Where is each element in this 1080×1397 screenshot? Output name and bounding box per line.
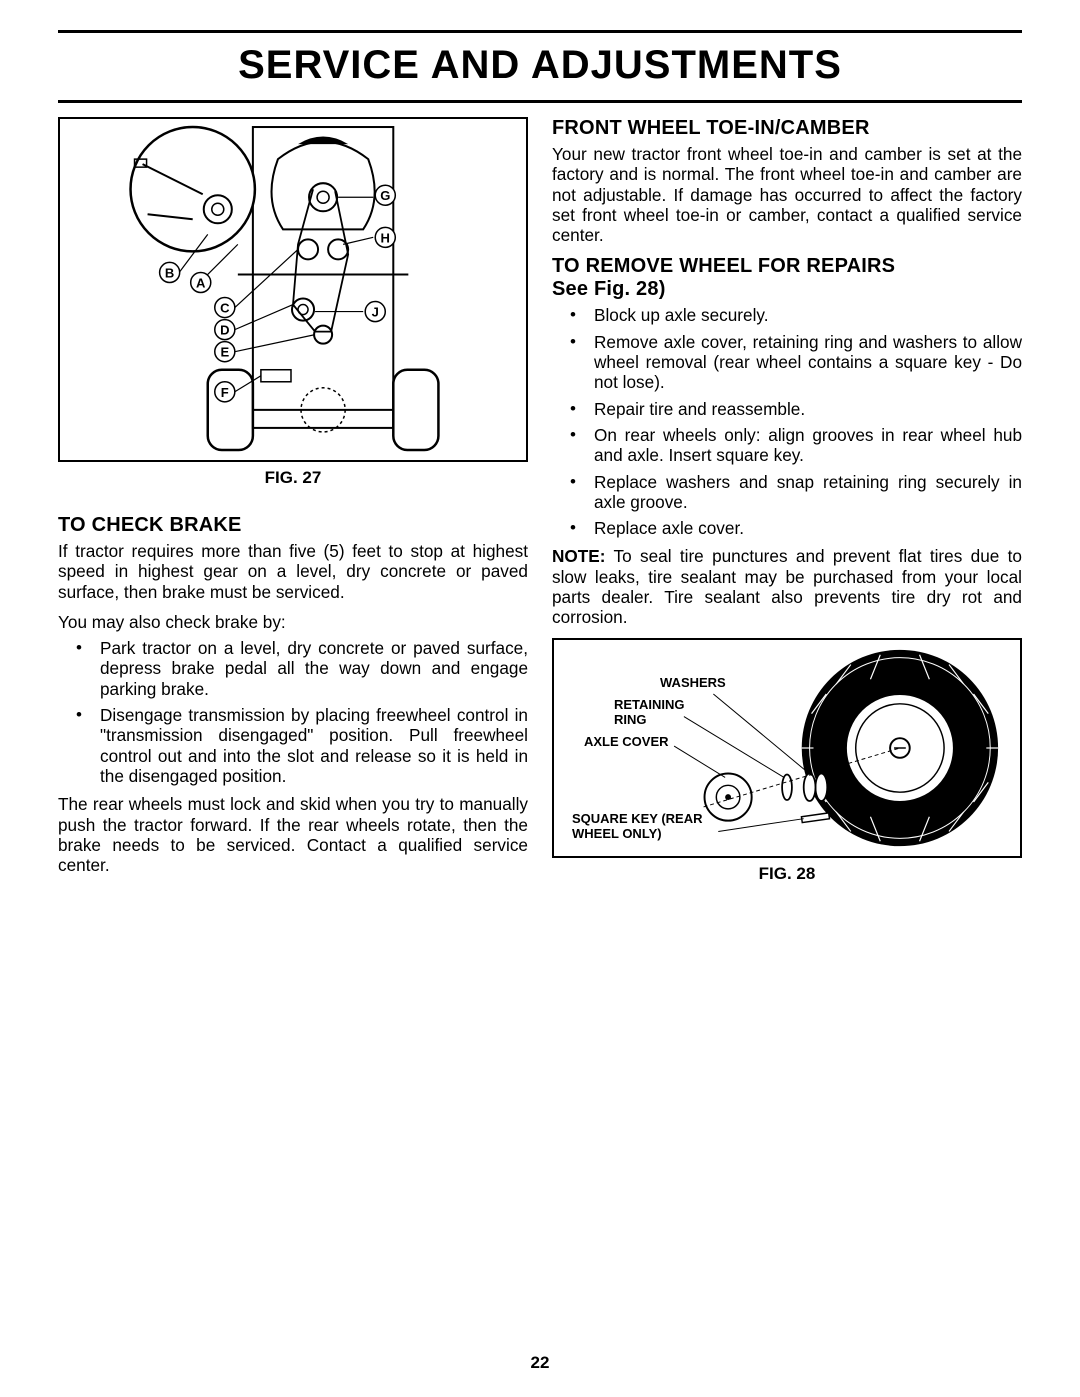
figure-27-box: G H J B A C D E F xyxy=(58,117,528,462)
figure-27-caption: FIG. 27 xyxy=(58,468,528,488)
svg-text:E: E xyxy=(220,345,229,360)
figure-28-caption: FIG. 28 xyxy=(552,864,1022,884)
list-item: Disengage transmission by placing freewh… xyxy=(58,705,528,786)
fig28-label-washers: WASHERS xyxy=(660,676,726,691)
toe-in-heading: FRONT WHEEL TOE-IN/CAMBER xyxy=(552,117,1022,140)
list-item: Replace axle cover. xyxy=(552,518,1022,538)
right-column: FRONT WHEEL TOE-IN/CAMBER Your new tract… xyxy=(552,117,1022,885)
svg-text:D: D xyxy=(220,323,229,338)
two-column-layout: G H J B A C D E F xyxy=(58,117,1022,885)
check-brake-p1: If tractor requires more than five (5) f… xyxy=(58,541,528,602)
title-rule xyxy=(58,100,1022,103)
fig28-label-square-key: SQUARE KEY (REAR xyxy=(572,812,703,827)
fig28-label-ring: RING xyxy=(614,713,647,728)
page-number: 22 xyxy=(0,1353,1080,1373)
fig28-label-axle-cover: AXLE COVER xyxy=(584,735,669,750)
toe-in-p1: Your new tractor front wheel toe-in and … xyxy=(552,144,1022,245)
note-paragraph: NOTE: To seal tire punctures and prevent… xyxy=(552,546,1022,627)
top-rule xyxy=(58,30,1022,33)
check-brake-p3: The rear wheels must lock and skid when … xyxy=(58,794,528,875)
svg-text:A: A xyxy=(196,275,206,290)
remove-wheel-heading-line1: TO REMOVE WHEEL FOR REPAIRS xyxy=(552,255,1022,278)
check-brake-heading: TO CHECK BRAKE xyxy=(58,514,528,537)
svg-text:H: H xyxy=(381,230,390,245)
check-brake-p2: You may also check brake by: xyxy=(58,612,528,632)
remove-wheel-heading-line2: See Fig. 28) xyxy=(552,278,1022,301)
figure-28-box: WASHERS RETAINING RING AXLE COVER SQUARE… xyxy=(552,638,1022,858)
list-item: Remove axle cover, retaining ring and wa… xyxy=(552,332,1022,393)
svg-text:G: G xyxy=(380,188,390,203)
fig28-label-wheel-only: WHEEL ONLY) xyxy=(572,827,662,842)
note-text: To seal tire punctures and prevent flat … xyxy=(552,546,1022,627)
check-brake-bullets: Park tractor on a level, dry concrete or… xyxy=(58,638,528,786)
left-column: G H J B A C D E F xyxy=(58,117,528,885)
svg-text:J: J xyxy=(372,305,379,320)
list-item: Park tractor on a level, dry concrete or… xyxy=(58,638,528,699)
svg-text:C: C xyxy=(220,301,230,316)
list-item: Block up axle securely. xyxy=(552,305,1022,325)
page-title: SERVICE AND ADJUSTMENTS xyxy=(58,43,1022,88)
note-label: NOTE: xyxy=(552,546,605,566)
fig28-label-retaining: RETAINING xyxy=(614,698,685,713)
figure-27-diagram: G H J B A C D E F xyxy=(60,119,526,460)
list-item: On rear wheels only: align grooves in re… xyxy=(552,425,1022,466)
svg-text:B: B xyxy=(165,265,174,280)
svg-text:F: F xyxy=(221,385,229,400)
list-item: Replace washers and snap retaining ring … xyxy=(552,472,1022,513)
remove-wheel-bullets: Block up axle securely. Remove axle cove… xyxy=(552,305,1022,538)
list-item: Repair tire and reassemble. xyxy=(552,399,1022,419)
